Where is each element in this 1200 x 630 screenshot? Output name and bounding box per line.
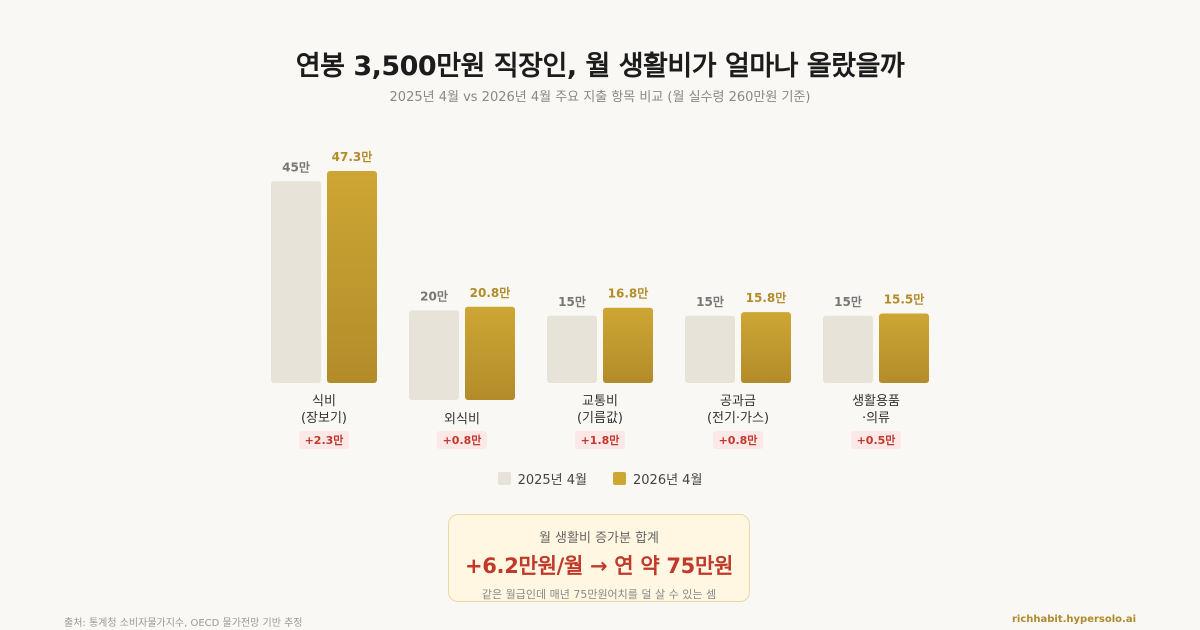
bar-2026-1	[465, 306, 515, 400]
bar-2025-4	[823, 315, 873, 383]
data-label-2026-0: 47.3만	[332, 149, 373, 164]
summary-note: 같은 월급인데 매년 75만원어치를 덜 살 수 있는 셈	[481, 588, 717, 601]
legend-label-2026: 2026년 4월	[633, 473, 703, 488]
site-url: richhabit.hypersolo.ai	[1011, 614, 1136, 625]
bar-2026-4	[879, 313, 929, 383]
delta-badge-2	[575, 431, 625, 449]
category-label-3-1: (전기·가스)	[707, 411, 769, 426]
data-label-2025-3: 15만	[696, 294, 724, 309]
legend-label-2025: 2025년 4월	[517, 473, 587, 488]
chart-title: 연봉 3,500만원 직장인, 월 생활비가 얼마나 올랐을까	[295, 51, 905, 82]
category-label-0-0: 식비	[312, 394, 336, 409]
delta-label-0: +2.3만	[305, 433, 344, 447]
data-label-2025-4: 15만	[834, 294, 862, 309]
data-label-2026-4: 15.5만	[884, 292, 925, 307]
legend-swatch-2025	[497, 472, 511, 485]
data-label-2025-1: 20만	[420, 288, 448, 303]
summary-label: 월 생활비 증가분 합계	[538, 531, 660, 546]
delta-label-2: +1.8만	[581, 433, 620, 447]
data-label-2026-1: 20.8만	[470, 285, 511, 300]
delta-badge-4	[851, 431, 901, 449]
bar-2026-3	[741, 312, 791, 383]
legend-item-2025: 2025년 4월	[497, 469, 587, 488]
delta-label-3: +0.8만	[719, 433, 758, 447]
bar-2025-1	[409, 310, 459, 400]
delta-badge-0	[299, 431, 349, 449]
bar-2025-0	[271, 181, 321, 383]
category-label-1-0: 외식비	[444, 412, 480, 427]
summary-value: +6.2만원/월 → 연 약 75만원	[464, 554, 734, 578]
delta-label-4: +0.5만	[857, 433, 896, 447]
legend-item-2026: 2026년 4월	[613, 469, 702, 488]
bar-2026-0	[327, 171, 377, 383]
delta-badge-3	[713, 431, 763, 449]
category-label-2-0: 교통비	[582, 394, 618, 409]
category-label-2-1: (기름값)	[577, 411, 623, 426]
category-label-3-0: 공과금	[720, 394, 756, 409]
data-label-2025-2: 15만	[558, 294, 586, 309]
summary-box: 월 생활비 증가분 합계 +6.2만원/월 → 연 약 75만원 같은 월급인데…	[448, 514, 750, 602]
chart-legend: 2025년 4월 2026년 4월	[0, 469, 1200, 488]
data-label-2025-0: 45만	[282, 159, 310, 174]
legend-swatch-2026	[613, 472, 626, 485]
category-label-4-0: 생활용품	[852, 394, 900, 409]
bar-2025-2	[547, 315, 597, 383]
chart-subtitle: 2025년 4월 vs 2026년 4월 주요 지출 항목 비교 (월 실수령 …	[389, 90, 811, 105]
category-label-0-1: (장보기)	[301, 411, 347, 426]
bar-2026-2	[603, 307, 653, 383]
data-label-2026-3: 15.8만	[746, 290, 787, 305]
delta-badge-1	[437, 431, 487, 449]
bar-2025-3	[685, 315, 735, 383]
source-note: 출처: 통계청 소비자물가지수, OECD 물가전망 기반 추정	[64, 618, 303, 629]
data-label-2026-2: 16.8만	[608, 286, 649, 301]
category-label-4-1: ·의류	[862, 411, 890, 426]
delta-label-1: +0.8만	[443, 433, 482, 447]
